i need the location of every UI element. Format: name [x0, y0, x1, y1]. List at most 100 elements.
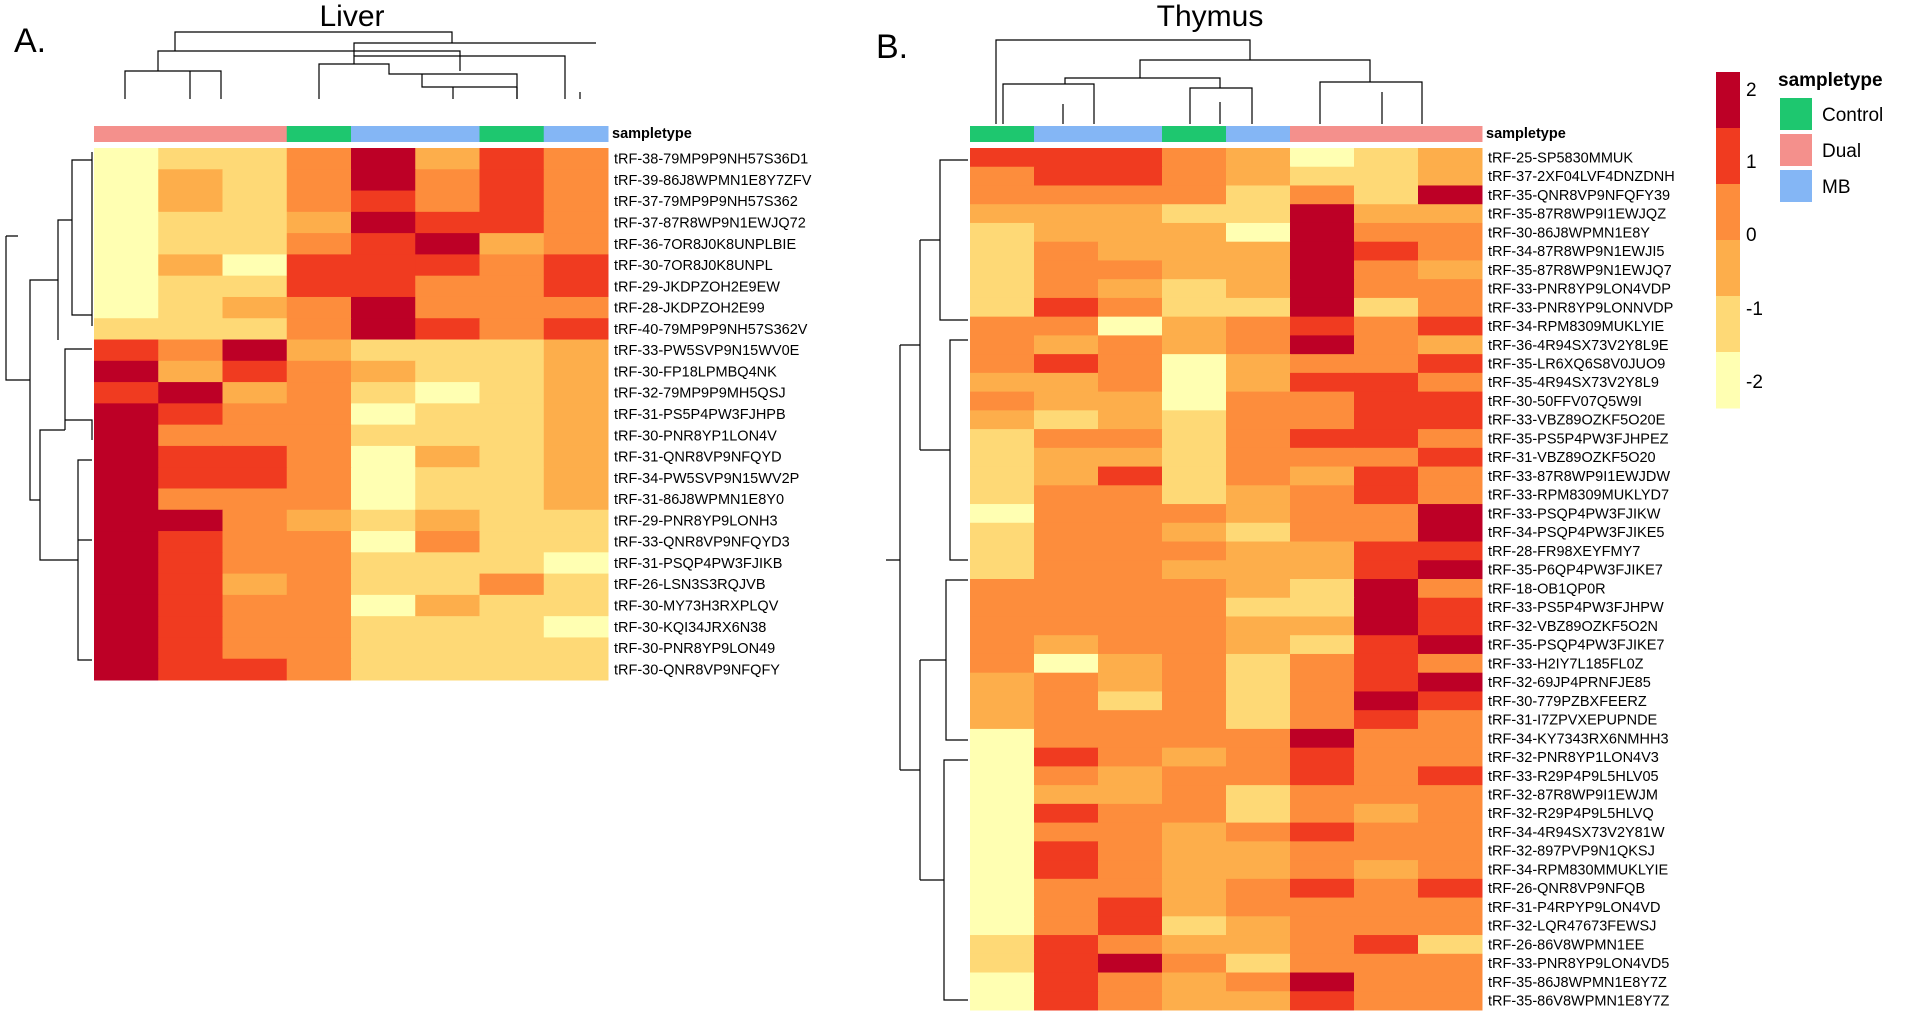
heatmap-cell — [970, 785, 1035, 805]
heatmap-cell — [351, 488, 416, 511]
heatmap-cell — [1290, 991, 1355, 1011]
heatmap-cell — [1162, 710, 1227, 730]
heatmap-cell — [1354, 447, 1419, 468]
heatmap-cell — [1226, 410, 1291, 430]
heatmap-cell — [1034, 391, 1099, 411]
row-label: tRF-30-QNR8VP9NFQFY — [614, 662, 780, 678]
heatmap-cell — [1034, 148, 1099, 168]
heatmap-cell — [1354, 204, 1419, 224]
heatmap-cell — [351, 169, 416, 192]
heatmap-cell — [351, 211, 416, 234]
annotation-cell-mb — [1034, 126, 1099, 142]
heatmap-cell — [1354, 410, 1419, 430]
row-label: tRF-32-79MP9P9MH5QSJ — [614, 386, 786, 402]
heatmap-cell — [1098, 148, 1163, 168]
heatmap-cell — [1290, 728, 1355, 749]
color-scale-tick: 0 — [1746, 225, 1757, 246]
heatmap-cell — [479, 318, 545, 341]
row-label: tRF-35-4R94SX73V2Y8L9 — [1488, 375, 1659, 391]
heatmap-cell — [1290, 185, 1355, 205]
heatmap-cell — [970, 728, 1035, 749]
heatmap-cell — [1290, 878, 1355, 899]
heatmap-cell — [1098, 653, 1163, 674]
heatmap-cell — [1418, 860, 1483, 880]
row-label: tRF-31-PS5P4PW3FJHPB — [614, 407, 786, 423]
heatmap-cell — [1354, 279, 1419, 299]
heatmap-cell — [286, 318, 352, 341]
heatmap-cell — [1418, 335, 1483, 355]
heatmap-cell — [1034, 916, 1099, 936]
heatmap-cell — [1034, 597, 1099, 617]
heatmap-cell — [1226, 653, 1291, 674]
heatmap-cell — [1098, 485, 1163, 505]
row-label: tRF-34-RPM830MMUKLYIE — [1488, 862, 1669, 878]
heatmap-cell — [1354, 579, 1419, 599]
heatmap-cell — [1290, 597, 1355, 617]
heatmap-cell — [1354, 297, 1419, 318]
heatmap-cell — [1290, 822, 1355, 842]
heatmap-cell — [1354, 391, 1419, 411]
heatmap-cell — [1290, 354, 1355, 374]
legend-label-control: Control — [1822, 105, 1883, 126]
heatmap-cell — [415, 275, 480, 298]
heatmap-cell — [1418, 672, 1483, 692]
heatmap-cell — [415, 382, 480, 404]
heatmap-cell — [1354, 485, 1419, 505]
heatmap-cell — [479, 658, 545, 681]
heatmap-cell — [1290, 710, 1355, 730]
heatmap-cell — [543, 403, 609, 426]
annotation-cell-dual — [1290, 126, 1355, 142]
heatmap-cell — [286, 637, 352, 660]
color-scale-segment — [1716, 352, 1740, 409]
heatmap-cell — [1098, 691, 1163, 711]
heatmap-cell — [286, 509, 352, 532]
heatmap-cell — [543, 445, 609, 468]
heatmap-cell — [1226, 728, 1291, 749]
heatmap-cell — [970, 297, 1035, 318]
row-label: tRF-32-69JP4PRNFJE85 — [1488, 675, 1651, 691]
row-label: tRF-33-RPM8309MUKLYD7 — [1488, 488, 1669, 504]
heatmap-cell — [1034, 447, 1099, 468]
heatmap-cell — [1418, 747, 1483, 767]
heatmap-cell — [1098, 204, 1163, 224]
heatmap-cell — [479, 211, 545, 234]
heatmap-cell — [1290, 466, 1355, 486]
thymus-sampletype-label: sampletype — [1486, 126, 1566, 142]
heatmap-cell — [479, 637, 545, 660]
heatmap-cell — [543, 382, 609, 404]
row-label: tRF-32-LQR47673FEWSJ — [1488, 919, 1656, 935]
heatmap-cell — [1098, 672, 1163, 692]
heatmap-cell — [543, 318, 609, 341]
heatmap-cell — [1290, 935, 1355, 955]
heatmap-cell — [1354, 504, 1419, 524]
heatmap-cell — [1418, 822, 1483, 842]
heatmap-cell — [970, 860, 1035, 880]
row-label: tRF-32-897PVP9N1QKSJ — [1488, 844, 1655, 860]
heatmap-cell — [970, 916, 1035, 936]
legend-swatch-dual — [1780, 134, 1812, 166]
heatmap-cell — [158, 637, 223, 660]
sampletype-legend-title: sampletype — [1778, 70, 1883, 91]
heatmap-cell — [286, 360, 352, 383]
heatmap-cell — [1034, 279, 1099, 299]
heatmap-cell — [1098, 316, 1163, 336]
row-label: tRF-26-86V8WPMN1EE — [1488, 937, 1645, 953]
heatmap-cell — [1162, 672, 1227, 692]
heatmap-cell — [1098, 354, 1163, 374]
heatmap-cell — [1098, 878, 1163, 899]
heatmap-cell — [1418, 897, 1483, 917]
heatmap-cell — [479, 573, 545, 596]
heatmap-cell — [1162, 803, 1227, 824]
heatmap-cell — [1418, 410, 1483, 430]
heatmap-cell — [479, 382, 545, 404]
heatmap-cell — [1162, 878, 1227, 899]
heatmap-cell — [1354, 635, 1419, 655]
heatmap-cell — [1226, 222, 1291, 243]
heatmap-cell — [222, 275, 288, 298]
heatmap-cell — [94, 360, 159, 383]
row-label: tRF-31-QNR8VP9NFQYD — [614, 450, 782, 466]
heatmap-cell — [1290, 316, 1355, 336]
heatmap-cell — [1098, 841, 1163, 861]
heatmap-cell — [479, 190, 545, 213]
heatmap-cell — [222, 211, 288, 234]
